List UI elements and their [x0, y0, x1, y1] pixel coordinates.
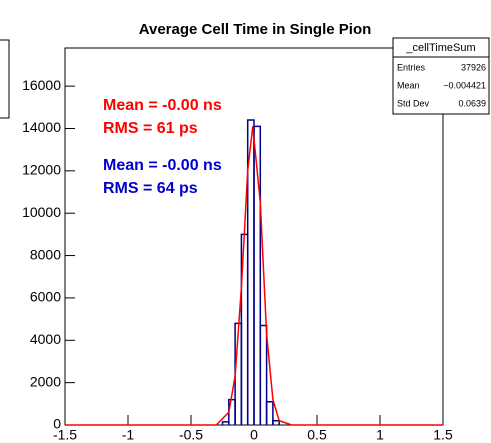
stats-value: 0.0639	[458, 98, 486, 108]
fit-curve	[65, 126, 443, 426]
y-tick-label: 2000	[30, 373, 61, 389]
histogram-bar	[259, 324, 268, 425]
y-tick-label: 6000	[30, 289, 61, 305]
stats-title: _cellTimeSum	[405, 42, 475, 54]
y-tick-label: 8000	[30, 246, 61, 262]
stats-label: Entries	[397, 62, 426, 72]
x-tick-label: -1	[122, 427, 135, 443]
x-tick-label: -0.5	[179, 427, 203, 443]
annotation: Mean = -0.00 ns	[103, 157, 222, 174]
stats-value: −0.004421	[443, 80, 486, 90]
histogram-bar	[272, 420, 280, 425]
y-tick-label: 12000	[22, 162, 61, 178]
histogram-bar	[265, 400, 274, 425]
clipped-stats-box	[0, 39, 10, 119]
annotation: RMS = 64 ps	[103, 180, 198, 197]
y-tick-label: 0	[53, 416, 61, 432]
stats-box: _cellTimeSum Entries 37926 Mean −0.00442…	[392, 37, 490, 115]
x-tick-label: 0	[250, 427, 258, 443]
y-tick-label: 10000	[22, 204, 61, 220]
x-tick-label: 1	[376, 427, 384, 443]
stats-frame	[392, 37, 490, 115]
x-tick-label: -1.5	[53, 427, 77, 443]
y-tick-label: 4000	[30, 331, 61, 347]
chart-title: Average Cell Time in Single Pion	[139, 21, 372, 38]
annotation: RMS = 61 ps	[103, 120, 198, 137]
stats-label: Mean	[397, 80, 420, 90]
x-tick-label: 1.5	[433, 427, 453, 443]
stats-label: Std Dev	[397, 98, 430, 108]
y-tick-label: 16000	[22, 77, 61, 93]
histogram-bar	[253, 125, 262, 425]
annotation: Mean = -0.00 ns	[103, 97, 222, 114]
x-tick-label: 0.5	[307, 427, 327, 443]
stats-value: 37926	[461, 62, 486, 72]
y-tick-label: 14000	[22, 119, 61, 135]
